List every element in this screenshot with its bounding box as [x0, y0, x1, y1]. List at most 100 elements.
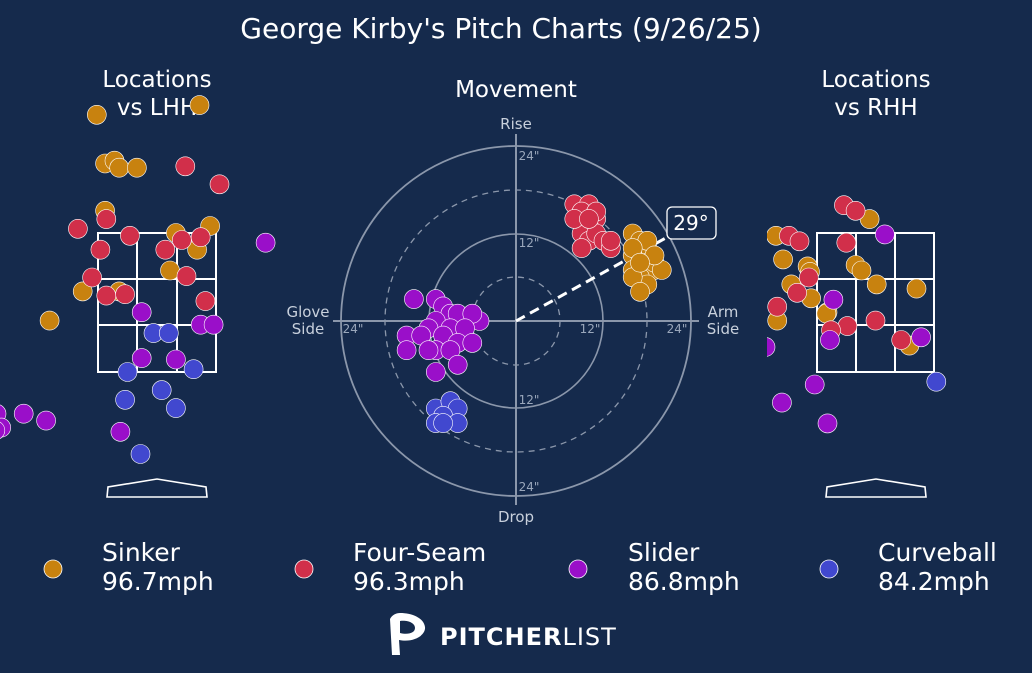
movement-panel: Movement Rise Drop Glove Side Arm Side 2…: [286, 77, 739, 526]
rhh-point-four-seam: [837, 316, 858, 336]
movement-point-slider: [396, 340, 417, 361]
rhh-home-plate: [825, 478, 927, 498]
axis-label-drop: Drop: [498, 508, 534, 526]
ring-label-top-12: 12": [519, 236, 540, 250]
brand-part-list: LIST: [562, 623, 616, 651]
rhh-point-four-seam: [845, 201, 866, 221]
movement-point-curveball: [433, 413, 453, 433]
movement-title: Movement: [455, 77, 577, 103]
legend-marker-curveball: [819, 559, 839, 579]
lhh-point-four-seam: [82, 267, 102, 288]
pitcherlist-logo: PITCHERLIST: [390, 613, 617, 655]
movement-point-sinker: [630, 281, 650, 302]
lhh-point-slider: [13, 403, 34, 424]
lhh-point-slider: [0, 421, 6, 439]
arm-angle-line: [515, 236, 668, 323]
arm-angle-box: [666, 206, 717, 240]
ring-label-right-24: 24": [667, 322, 688, 336]
legend-velo-four-seam: 96.3mph: [353, 567, 465, 596]
lhh-point-curveball: [159, 323, 179, 343]
rhh-point-slider: [911, 327, 931, 348]
lhh-point-slider: [110, 421, 131, 442]
legend-item-curveball: Curveball 84.2mph: [819, 538, 997, 596]
lhh-point-four-seam: [190, 227, 211, 247]
arm-angle-label: 29°: [673, 211, 708, 235]
ring-label-right-12: 12": [580, 322, 601, 336]
lhh-point-curveball: [166, 398, 186, 418]
legend-name-sinker: Sinker: [102, 538, 181, 567]
rhh-pitch-points: [767, 195, 947, 434]
lhh-point-four-seam: [195, 291, 216, 311]
rhh-title-line1: Locations: [821, 67, 930, 93]
movement-point-slider: [425, 362, 446, 382]
lhh-point-curveball: [130, 444, 151, 464]
lhh-point-four-seam: [96, 285, 117, 306]
legend-name-curveball: Curveball: [878, 538, 997, 567]
pitcherlist-wordmark: PITCHERLIST: [440, 623, 617, 651]
lhh-point-slider: [166, 349, 186, 370]
legend-item-sinker: Sinker 96.7mph: [43, 538, 214, 596]
movement-point-four-seam: [571, 238, 592, 258]
rhh-point-slider: [804, 374, 825, 395]
rhh-point-four-seam: [836, 232, 857, 253]
movement-point-slider: [418, 340, 439, 361]
lhh-point-four-seam: [175, 156, 196, 177]
lhh-point-curveball: [151, 380, 172, 400]
rhh-point-sinker: [851, 260, 872, 281]
movement-point-four-seam: [579, 209, 599, 229]
movement-point-four-seam: [600, 231, 621, 251]
lhh-pitch-points: [0, 95, 276, 464]
legend-name-four-seam: Four-Seam: [353, 538, 486, 567]
rhh-point-slider: [823, 289, 844, 310]
rhh-point-four-seam: [891, 330, 912, 350]
lhh-point-sinker: [127, 157, 147, 178]
legend-item-slider: Slider 86.8mph: [568, 538, 740, 596]
chart-title: George Kirby's Pitch Charts (9/26/25): [240, 12, 761, 45]
lhh-point-sinker: [87, 105, 107, 125]
legend-item-four-seam: Four-Seam 96.3mph: [294, 538, 486, 596]
movement-point-slider: [447, 354, 468, 375]
lhh-point-four-seam: [176, 266, 197, 286]
ring-label-bottom-12: 12": [519, 393, 540, 407]
ring-label-bottom-24: 24": [519, 480, 540, 494]
rhh-title-line2: vs RHH: [834, 95, 917, 121]
rhh-panel: Locations vs RHH: [767, 67, 947, 498]
lhh-point-four-seam: [155, 239, 176, 260]
lhh-point-curveball: [183, 359, 204, 380]
lhh-point-slider: [203, 314, 224, 335]
lhh-panel: Locations vs LHH: [0, 67, 276, 498]
axis-label-rise: Rise: [500, 115, 532, 133]
legend-marker-four-seam: [294, 559, 314, 579]
ring-label-top-24: 24": [519, 149, 540, 163]
legend-marker-slider: [568, 559, 588, 579]
lhh-point-curveball: [115, 389, 135, 410]
brand-part-pitcher: PITCHER: [440, 623, 562, 651]
legend-velo-slider: 86.8mph: [628, 567, 740, 596]
lhh-point-sinker: [160, 260, 180, 281]
rhh-point-four-seam: [798, 267, 819, 288]
rhh-point-four-seam: [789, 231, 810, 252]
lhh-point-slider: [131, 348, 152, 368]
axis-label-arm-line2: Side: [707, 320, 739, 338]
axis-label-arm-line1: Arm: [708, 303, 739, 321]
movement-point-slider: [404, 289, 424, 309]
lhh-point-four-seam: [115, 284, 135, 305]
lhh-title-line2: vs LHH: [117, 95, 197, 121]
rhh-point-sinker: [906, 278, 927, 299]
lhh-point-slider: [255, 232, 276, 253]
lhh-point-four-seam: [90, 239, 111, 260]
legend: Sinker 96.7mph Four-Seam 96.3mph Slider …: [43, 538, 997, 596]
lhh-point-four-seam: [172, 230, 192, 250]
lhh-point-sinker: [72, 281, 93, 302]
movement-point-slider: [462, 333, 483, 353]
lhh-title-line1: Locations: [102, 67, 211, 93]
lhh-point-sinker: [189, 95, 210, 115]
lhh-point-curveball: [117, 362, 138, 382]
rhh-point-slider: [767, 337, 776, 357]
axis-label-glove-line1: Glove: [286, 303, 329, 321]
legend-name-slider: Slider: [628, 538, 700, 567]
rhh-point-four-seam: [787, 282, 807, 303]
rhh-point-slider: [820, 330, 840, 350]
movement-point-sinker: [630, 252, 650, 273]
